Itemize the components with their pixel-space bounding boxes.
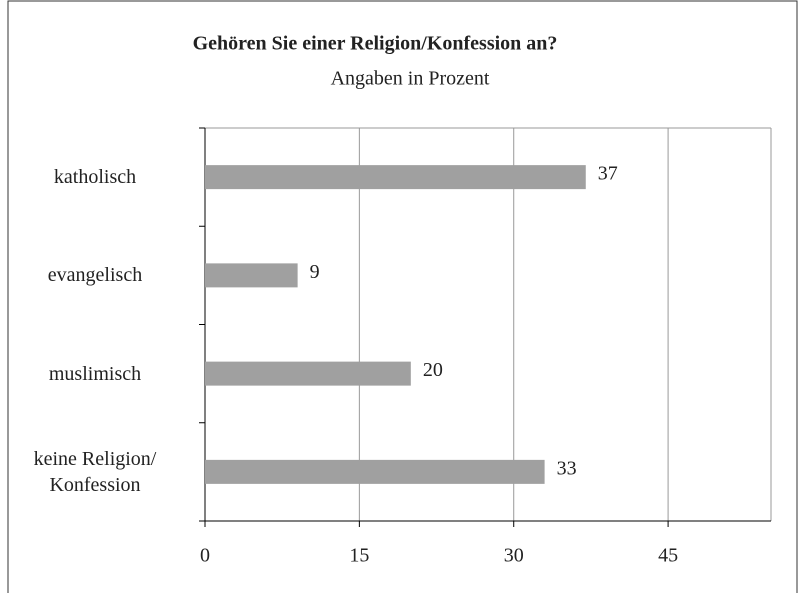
frame — [7, 0, 798, 593]
value-label: 37 — [598, 163, 618, 185]
value-label: 33 — [557, 457, 577, 479]
chart-subtitle: Angaben in Prozent — [331, 68, 490, 90]
y-tick-label: katholisch — [53, 166, 137, 189]
x-tick-label: 15 — [349, 545, 369, 567]
x-tick-label: 30 — [504, 545, 524, 567]
y-tick-label: muslimisch — [48, 362, 142, 385]
bar — [205, 165, 586, 190]
x-tick-label: 45 — [658, 545, 678, 567]
bar — [205, 263, 298, 288]
y-tick-label: keine Religion/ Konfession — [33, 447, 157, 496]
value-label: 20 — [423, 359, 443, 381]
y-tick-label: evangelisch — [47, 264, 143, 287]
x-tick-label: 0 — [200, 545, 210, 567]
chart-title: Gehören Sie einer Religion/Konfession an… — [193, 33, 558, 55]
value-label: 9 — [310, 261, 320, 283]
bar — [205, 361, 411, 386]
bar — [205, 459, 545, 484]
